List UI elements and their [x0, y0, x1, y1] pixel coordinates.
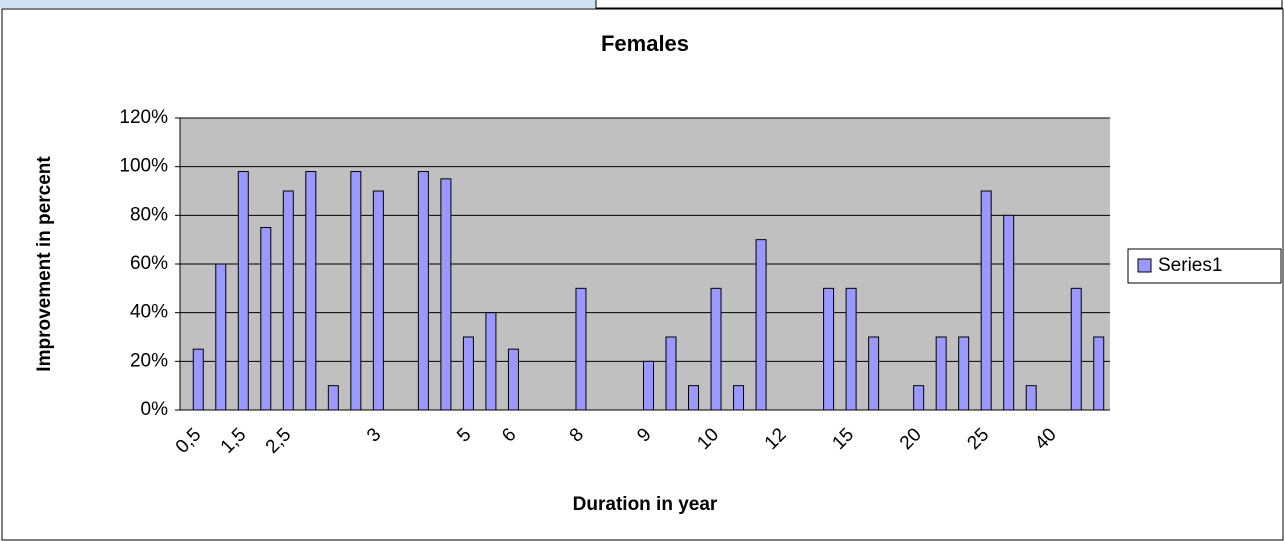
bar — [1093, 336, 1105, 411]
bar — [913, 385, 925, 411]
legend-label: Series1 — [1158, 255, 1222, 276]
bar — [417, 171, 429, 411]
bar — [710, 287, 722, 411]
y-tick-label: 100% — [119, 156, 168, 177]
y-tick-label: 60% — [130, 253, 168, 274]
bar — [462, 336, 474, 411]
legend-swatch — [1137, 258, 1152, 273]
chart-title: Females — [601, 31, 689, 56]
bar — [935, 336, 947, 411]
top-box — [595, 0, 1283, 9]
bar — [575, 287, 587, 411]
bar — [868, 336, 880, 411]
bar — [507, 348, 519, 411]
bar — [958, 336, 970, 411]
bar — [260, 227, 272, 411]
bar — [372, 190, 384, 411]
bar — [688, 385, 700, 411]
y-tick-label: 20% — [130, 350, 168, 371]
bar — [665, 336, 677, 411]
background-strip — [0, 0, 600, 8]
bar — [643, 360, 654, 411]
y-tick-label: 120% — [119, 107, 168, 128]
bar — [440, 178, 452, 411]
y-axis-label: Improvement in percent — [34, 156, 55, 372]
y-tick-label: 40% — [130, 302, 168, 323]
y-tick-label: 0% — [141, 399, 169, 420]
bar — [485, 312, 497, 411]
bar — [305, 171, 317, 411]
bar — [755, 239, 767, 411]
bar — [845, 287, 857, 411]
bar — [1070, 287, 1082, 411]
y-tick-label: 80% — [130, 204, 168, 225]
bar — [237, 171, 249, 411]
bar — [1025, 385, 1037, 411]
bar — [350, 171, 362, 411]
bar — [192, 348, 204, 411]
bar — [327, 385, 339, 411]
legend-box — [1127, 248, 1282, 284]
bar — [980, 190, 992, 411]
bar — [282, 190, 294, 411]
x-axis-label: Duration in year — [573, 494, 718, 515]
bar — [733, 385, 745, 411]
bar — [1003, 214, 1015, 411]
bar — [215, 263, 227, 411]
bar — [823, 287, 835, 411]
